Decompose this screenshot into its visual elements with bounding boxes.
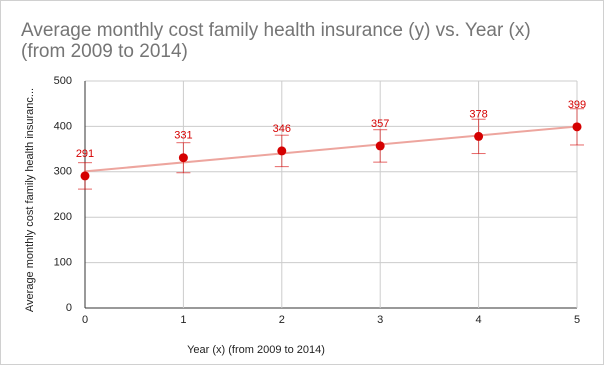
data-label: 399 xyxy=(568,99,586,111)
point xyxy=(375,141,385,151)
y-tick-label: 400 xyxy=(54,120,72,132)
x-tick-label: 2 xyxy=(279,314,285,326)
y-axis-label: Average monthly cost family health insur… xyxy=(24,88,36,312)
y-tick-label: 0 xyxy=(66,302,72,314)
chart-title: Average monthly cost family health insur… xyxy=(21,20,531,62)
x-tick-label: 0 xyxy=(82,314,88,326)
x-axis-label: Year (x) (from 2009 to 2014) xyxy=(187,344,325,356)
data-label: 291 xyxy=(76,148,94,160)
data-label: 378 xyxy=(469,108,487,120)
data-label: 331 xyxy=(174,130,192,142)
x-tick-label: 3 xyxy=(377,314,383,326)
x-tick-label: 4 xyxy=(476,314,482,326)
y-tick-label: 100 xyxy=(54,257,72,269)
y-tick-label: 200 xyxy=(54,211,72,223)
point xyxy=(80,171,90,181)
point xyxy=(474,131,484,141)
point xyxy=(277,146,287,156)
data-label: 346 xyxy=(273,123,291,135)
point xyxy=(178,153,188,163)
y-tick-label: 500 xyxy=(54,75,72,87)
trendline xyxy=(84,125,578,173)
y-tick-label: 300 xyxy=(54,166,72,178)
data-label: 357 xyxy=(371,118,389,130)
x-tick-label: 5 xyxy=(574,314,580,326)
point xyxy=(572,122,582,132)
x-tick-label: 1 xyxy=(180,314,186,326)
